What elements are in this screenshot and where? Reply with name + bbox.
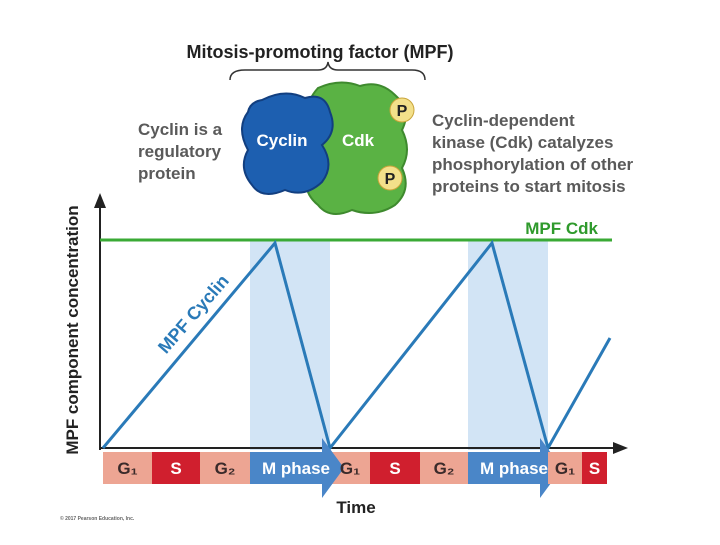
- brace: [229, 61, 426, 81]
- note-line: Cyclin-dependent: [432, 111, 575, 130]
- note-line: phosphorylation of other: [432, 155, 634, 174]
- phosphate: [389, 97, 415, 123]
- phase-label: M phase: [480, 459, 548, 478]
- cyclin-blob: [241, 92, 334, 195]
- m-phase-arrow: [468, 438, 562, 498]
- phase-segment: [103, 452, 152, 484]
- note-line: regulatory: [138, 142, 222, 161]
- phase-label: S: [389, 459, 400, 478]
- title: Mitosis-promoting factor (MPF): [187, 42, 454, 62]
- phase-label: M phase: [262, 459, 330, 478]
- phase-segment: [152, 452, 200, 484]
- note-line: kinase (Cdk) catalyzes: [432, 133, 613, 152]
- y-axis-label: MPF component concentration: [63, 205, 82, 454]
- phase-label: G₁: [555, 459, 575, 478]
- phosphate-label: P: [385, 171, 396, 188]
- note-line: Cyclin is a: [138, 120, 223, 139]
- copyright: © 2017 Pearson Education, Inc.: [60, 515, 135, 522]
- phase-segment: [548, 452, 582, 484]
- phase-label: S: [170, 459, 181, 478]
- note-line: protein: [138, 164, 196, 183]
- cyclin-line: [101, 239, 612, 452]
- cdk-note: Cyclin-dependent kinase (Cdk) catalyzes …: [432, 111, 634, 196]
- x-axis-label: Time: [336, 498, 375, 517]
- phase-bar: G₁ S G₂ M phase G₁ S G₂ M phase G₁ S: [103, 438, 607, 498]
- phase-label: G₁: [340, 459, 360, 478]
- cdk-line-label: MPF Cdk: [525, 219, 598, 238]
- cdk-label: Cdk: [342, 131, 375, 150]
- phase-segment: [582, 452, 607, 484]
- cyclin-note: Cyclin is a regulatory protein: [138, 120, 223, 183]
- phase-label: S: [589, 459, 600, 478]
- phosphate: [377, 165, 403, 191]
- cyclin-line-label: MPF Cyclin: [154, 271, 233, 357]
- phase-label: G₁: [117, 459, 137, 478]
- phase-label: G₂: [434, 459, 455, 478]
- y-arrow: [94, 193, 106, 208]
- m-phase-arrow: [250, 438, 344, 498]
- note-line: proteins to start mitosis: [432, 177, 626, 196]
- phosphate-label: P: [397, 103, 408, 120]
- phase-segment: [370, 452, 420, 484]
- phase-label: G₂: [215, 459, 236, 478]
- x-arrow: [613, 442, 628, 454]
- phase-segment: [200, 452, 250, 484]
- m-band: [250, 240, 330, 450]
- m-band: [468, 240, 548, 450]
- phase-segment: [420, 452, 468, 484]
- cyclin-label: Cyclin: [256, 131, 307, 150]
